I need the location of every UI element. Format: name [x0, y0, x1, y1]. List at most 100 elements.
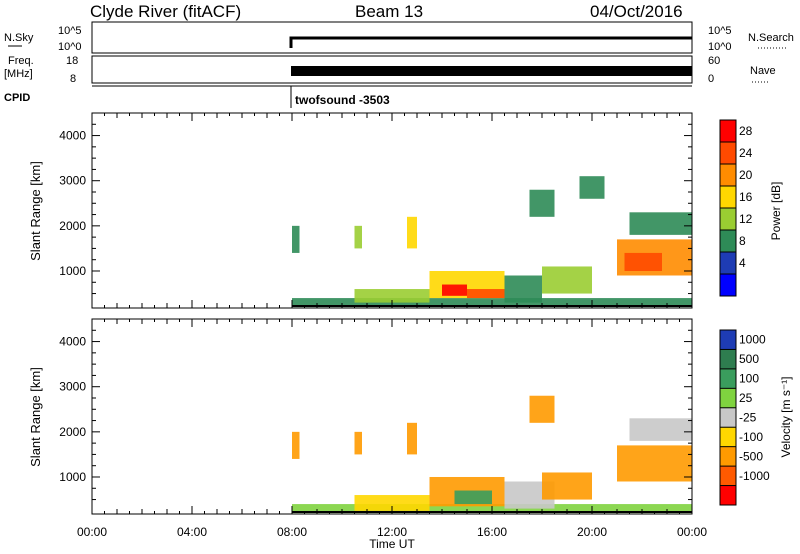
cpid-label: CPID: [4, 92, 30, 104]
power-cell: [579, 176, 605, 199]
freq-label-unit: [MHz]: [4, 68, 33, 80]
power-cell: [529, 189, 555, 217]
freq-panel: Freq. [MHz] 18 8 60 0 Nave: [4, 55, 776, 85]
freq-trace: [291, 66, 692, 76]
power-colorbar-segment: [720, 164, 736, 187]
velocity-cell: [617, 445, 692, 482]
power-colorbar-segment: [720, 186, 736, 209]
power-ytick-labels: 4000 3000 2000 1000: [59, 129, 86, 278]
power-cell: [467, 289, 505, 299]
freq-tick-bottom: 8: [70, 73, 76, 85]
power-panel: Slant Range [km] 4000 3000 2000 1000: [28, 112, 693, 309]
power-cell: [629, 212, 692, 235]
power-cell: [624, 252, 662, 271]
power-colorbar-tick-label: 16: [739, 190, 753, 204]
nsky-label: N.Sky: [4, 32, 34, 44]
nsky-tick-bottom: 10^0: [58, 41, 82, 53]
power-colorbar-tick-label: 28: [739, 124, 753, 138]
freq-tick-top: 18: [66, 55, 78, 67]
velocity-colorbar-segment: [720, 466, 736, 487]
cpid-text: twofsound -3503: [295, 93, 390, 107]
power-ylabel: Slant Range [km]: [28, 161, 43, 261]
ytick-label: 4000: [59, 335, 86, 349]
power-cell: [504, 275, 542, 303]
power-colorbar-tick-label: 20: [739, 168, 753, 182]
velocity-cell: [529, 395, 555, 423]
velocity-cell: [542, 472, 592, 500]
nave-tick-bottom: 0: [708, 73, 714, 85]
power-heatmap: [292, 176, 692, 308]
velocity-colorbar-segment: [720, 349, 736, 370]
velocity-heatmap: [292, 395, 692, 514]
ytick-label: 3000: [59, 380, 86, 394]
figure-title-beam: Beam 13: [355, 2, 423, 21]
velocity-colorbar-segment: [720, 407, 736, 428]
nsearch-tick-bottom: 10^0: [708, 41, 732, 53]
nsearch-label: N.Search: [748, 32, 794, 44]
power-cell: [292, 225, 300, 253]
nsearch-tick-top: 10^5: [708, 25, 732, 37]
velocity-ylabel: Slant Range [km]: [28, 367, 43, 467]
velocity-colorbar-segment: [720, 368, 736, 389]
velocity-colorbar-tick-label: -25: [739, 411, 757, 425]
xtick-labels: 00:00 04:00 08:00 12:00 16:00 20:00 00:00: [77, 525, 707, 539]
power-cell: [442, 284, 467, 296]
freq-label: Freq.: [8, 55, 34, 67]
power-panel-frame: [91, 112, 693, 309]
nsky-panel: N.Sky 10^5 10^0 10^5 10^0 N.Search: [4, 21, 794, 54]
power-colorbar-segment: [720, 208, 736, 231]
velocity-colorbar-tick-label: 1000: [739, 333, 766, 347]
velocity-colorbar-tick-label: -500: [739, 449, 763, 463]
power-cell: [354, 289, 430, 303]
ytick-label: 4000: [59, 129, 86, 143]
xlabel: Time UT: [369, 537, 415, 551]
power-colorbar-tick-label: 4: [739, 256, 746, 270]
xtick-label: 08:00: [277, 525, 307, 539]
power-colorbar-segment: [720, 120, 736, 143]
velocity-cell: [354, 495, 430, 511]
velocity-cell: [454, 490, 492, 505]
power-cell: [354, 225, 362, 249]
ytick-label: 3000: [59, 174, 86, 188]
nave-label: Nave: [750, 65, 776, 77]
velocity-colorbar-tick-label: 500: [739, 352, 759, 366]
velocity-colorbar-label: Velocity [m s⁻¹]: [779, 376, 793, 457]
xtick-label: 00:00: [77, 525, 107, 539]
velocity-colorbar-segment: [720, 427, 736, 448]
velocity-colorbar-segment: [720, 446, 736, 467]
power-colorbar-tick-label: 12: [739, 212, 753, 226]
power-colorbar-segment: [720, 274, 736, 297]
xtick-label: 04:00: [177, 525, 207, 539]
velocity-cell: [354, 431, 362, 455]
power-panel-ticks: [91, 112, 693, 308]
velocity-colorbar-segment: [720, 330, 736, 350]
nsky-trace: [289, 36, 692, 48]
xtick-label: 16:00: [477, 525, 507, 539]
xtick-label: 00:00: [677, 525, 707, 539]
nsky-tick-top: 10^5: [58, 25, 82, 37]
ytick-label: 2000: [59, 219, 86, 233]
ytick-label: 2000: [59, 425, 86, 439]
power-colorbar: 28 24 20 16 12 8 4: [719, 119, 753, 297]
velocity-panel: Slant Range [km] 4000 3000 2000 1000: [28, 318, 693, 515]
power-colorbar-tick-label: 24: [739, 146, 753, 160]
power-cell: [542, 266, 592, 294]
velocity-ytick-labels: 4000 3000 2000 1000: [59, 335, 86, 484]
velocity-colorbar-tick-label: 100: [739, 372, 759, 386]
xtick-label: 12:00: [377, 525, 407, 539]
velocity-colorbar-tick-label: -100: [739, 430, 763, 444]
figure-title-station: Clyde River (fitACF): [90, 2, 241, 21]
velocity-colorbar-frame: [719, 329, 737, 506]
velocity-colorbar-tick-label: -1000: [739, 469, 770, 483]
velocity-colorbar-tick-label: 25: [739, 391, 753, 405]
ytick-label: 1000: [59, 470, 86, 484]
figure-title-date: 04/Oct/2016: [590, 2, 683, 21]
velocity-cell: [407, 422, 417, 455]
velocity-panel-frame: [91, 318, 693, 515]
velocity-cell: [292, 431, 300, 459]
power-colorbar-segment: [720, 142, 736, 165]
xtick-label: 20:00: [577, 525, 607, 539]
velocity-colorbar-segment: [720, 485, 736, 506]
velocity-panel-ticks: [91, 318, 693, 514]
